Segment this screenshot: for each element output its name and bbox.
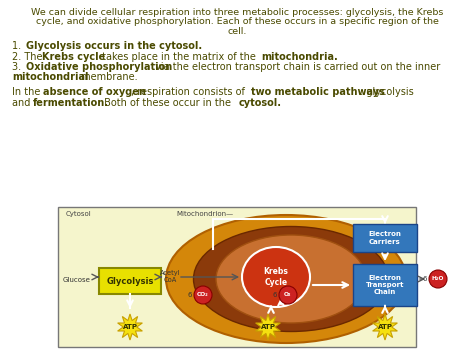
Text: Krebs cycle: Krebs cycle xyxy=(42,51,105,61)
FancyBboxPatch shape xyxy=(353,264,417,306)
Text: CO₂: CO₂ xyxy=(197,291,209,296)
Polygon shape xyxy=(118,314,142,340)
Text: Electron
Carriers: Electron Carriers xyxy=(369,231,401,245)
Text: In the: In the xyxy=(12,87,44,97)
Ellipse shape xyxy=(193,226,389,332)
Text: Cytosol: Cytosol xyxy=(66,211,92,217)
Text: , respiration consists of: , respiration consists of xyxy=(131,87,248,97)
Text: Acetyl
CoA: Acetyl CoA xyxy=(160,271,180,284)
Text: 6: 6 xyxy=(422,276,427,282)
Text: 6: 6 xyxy=(273,292,277,298)
Text: Mitochondrion—: Mitochondrion— xyxy=(176,211,233,217)
Polygon shape xyxy=(373,314,397,340)
FancyBboxPatch shape xyxy=(58,207,416,347)
Text: fermentation.: fermentation. xyxy=(33,98,109,108)
Text: 2. The: 2. The xyxy=(12,51,46,61)
Text: mitochondrial: mitochondrial xyxy=(12,72,89,82)
Circle shape xyxy=(279,286,297,304)
Text: ATP: ATP xyxy=(122,324,137,330)
Text: We can divide cellular respiration into three metabolic processes: glycolysis, t: We can divide cellular respiration into … xyxy=(31,8,443,17)
Text: H₂O: H₂O xyxy=(432,275,444,280)
Circle shape xyxy=(194,286,212,304)
Text: cytosol.: cytosol. xyxy=(239,98,282,108)
Text: ATP: ATP xyxy=(377,324,392,330)
Polygon shape xyxy=(255,314,280,340)
Text: Electron
Transport
Chain: Electron Transport Chain xyxy=(366,275,404,295)
Text: Glucose: Glucose xyxy=(63,277,91,283)
Text: via the electron transport chain is carried out on the inner: via the electron transport chain is carr… xyxy=(152,62,440,72)
FancyBboxPatch shape xyxy=(353,224,417,252)
Text: Glycolysis: Glycolysis xyxy=(106,277,154,285)
Text: Both of these occur in the: Both of these occur in the xyxy=(101,98,234,108)
Text: mitochondria.: mitochondria. xyxy=(261,51,338,61)
Text: Krebs
Cycle: Krebs Cycle xyxy=(264,267,289,287)
Text: and: and xyxy=(12,98,34,108)
Text: 6: 6 xyxy=(188,292,192,298)
Text: Glycolysis occurs in the cytosol.: Glycolysis occurs in the cytosol. xyxy=(26,41,202,51)
Text: two metabolic pathways: two metabolic pathways xyxy=(251,87,385,97)
Text: membrane.: membrane. xyxy=(78,72,137,82)
Text: cycle, and oxidative phosphorylation. Each of these occurs in a specific region : cycle, and oxidative phosphorylation. Ea… xyxy=(36,17,438,27)
Text: takes place in the matrix of the: takes place in the matrix of the xyxy=(99,51,259,61)
Ellipse shape xyxy=(166,215,406,343)
Text: : glycolysis: : glycolysis xyxy=(360,87,414,97)
Circle shape xyxy=(429,270,447,288)
Text: 1.: 1. xyxy=(12,41,24,51)
Text: O₂: O₂ xyxy=(284,291,292,296)
Text: ATP: ATP xyxy=(261,324,275,330)
Text: cell.: cell. xyxy=(228,27,246,36)
FancyBboxPatch shape xyxy=(99,268,161,294)
Text: absence of oxygen: absence of oxygen xyxy=(43,87,146,97)
Ellipse shape xyxy=(216,235,366,323)
Ellipse shape xyxy=(242,247,310,307)
Text: 3.: 3. xyxy=(12,62,24,72)
Text: Oxidative phosphorylation: Oxidative phosphorylation xyxy=(26,62,172,72)
